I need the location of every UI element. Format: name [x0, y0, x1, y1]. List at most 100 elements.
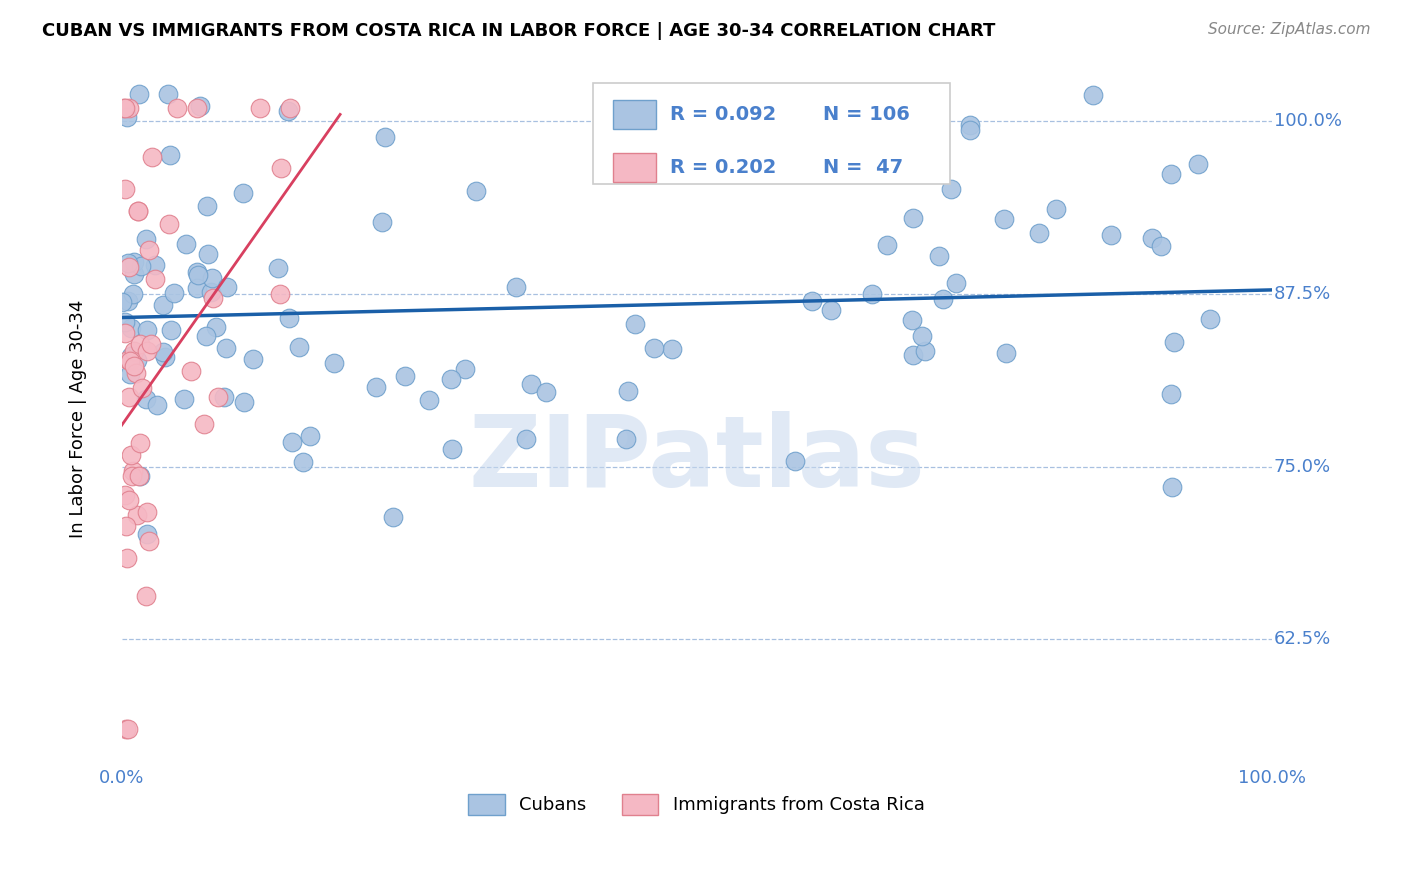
- Point: [135, 344, 157, 359]
- Point: [993, 211, 1015, 226]
- Point: [120, 349, 142, 363]
- Point: [616, 384, 638, 398]
- FancyBboxPatch shape: [613, 153, 657, 182]
- Point: [114, 181, 136, 195]
- Text: ZIPatlas: ZIPatlas: [468, 411, 925, 508]
- Point: [188, 99, 211, 113]
- Point: [418, 393, 440, 408]
- Point: [118, 101, 141, 115]
- Point: [299, 428, 322, 442]
- Point: [173, 392, 195, 407]
- Point: [152, 344, 174, 359]
- Point: [156, 87, 179, 101]
- Point: [901, 312, 924, 326]
- Point: [122, 255, 145, 269]
- Point: [931, 293, 953, 307]
- Point: [129, 336, 152, 351]
- Point: [186, 280, 208, 294]
- Point: [278, 311, 301, 326]
- Point: [267, 261, 290, 276]
- Point: [200, 285, 222, 299]
- Point: [201, 292, 224, 306]
- Text: N = 106: N = 106: [823, 105, 910, 124]
- Point: [139, 337, 162, 351]
- Text: 62.5%: 62.5%: [1274, 631, 1331, 648]
- Point: [515, 432, 537, 446]
- Point: [876, 238, 898, 252]
- Point: [945, 276, 967, 290]
- Point: [624, 318, 647, 332]
- Point: [800, 293, 823, 308]
- Point: [614, 432, 637, 446]
- Point: [138, 534, 160, 549]
- Point: [176, 236, 198, 251]
- Point: [911, 329, 934, 343]
- Point: [1163, 335, 1185, 350]
- Point: [280, 434, 302, 449]
- Point: [371, 215, 394, 229]
- Point: [166, 101, 188, 115]
- Point: [128, 87, 150, 101]
- Point: [465, 184, 488, 198]
- Point: [596, 111, 619, 125]
- Point: [661, 343, 683, 357]
- Point: [187, 268, 209, 282]
- FancyBboxPatch shape: [613, 100, 657, 129]
- Point: [825, 128, 848, 143]
- Point: [125, 366, 148, 380]
- Point: [122, 344, 145, 359]
- Point: [115, 551, 138, 566]
- Point: [820, 302, 842, 317]
- Point: [146, 398, 169, 412]
- Point: [112, 101, 135, 115]
- Point: [120, 448, 142, 462]
- Point: [249, 101, 271, 115]
- Point: [201, 270, 224, 285]
- Point: [114, 723, 136, 737]
- Point: [114, 519, 136, 533]
- Point: [159, 218, 181, 232]
- Point: [122, 464, 145, 478]
- Text: Source: ZipAtlas.com: Source: ZipAtlas.com: [1208, 22, 1371, 37]
- Point: [186, 101, 208, 115]
- Text: CUBAN VS IMMIGRANTS FROM COSTA RICA IN LABOR FORCE | AGE 30-34 CORRELATION CHART: CUBAN VS IMMIGRANTS FROM COSTA RICA IN L…: [42, 22, 995, 40]
- Point: [114, 315, 136, 329]
- Point: [205, 320, 228, 334]
- Point: [214, 390, 236, 404]
- Point: [195, 329, 218, 343]
- Point: [118, 493, 141, 508]
- Point: [215, 341, 238, 355]
- Point: [382, 510, 405, 524]
- Point: [374, 130, 396, 145]
- Point: [128, 203, 150, 218]
- Point: [186, 264, 208, 278]
- Point: [536, 384, 558, 399]
- Point: [505, 280, 527, 294]
- Point: [1099, 227, 1122, 242]
- Text: N =  47: N = 47: [823, 158, 903, 177]
- Point: [519, 377, 541, 392]
- Point: [114, 326, 136, 340]
- Point: [128, 469, 150, 483]
- Point: [441, 442, 464, 456]
- Point: [215, 280, 238, 294]
- Point: [193, 417, 215, 431]
- Point: [278, 101, 301, 115]
- Point: [153, 350, 176, 364]
- Point: [1160, 387, 1182, 401]
- Point: [270, 161, 292, 175]
- Point: [120, 321, 142, 335]
- Point: [197, 246, 219, 260]
- Text: 75.0%: 75.0%: [1274, 458, 1331, 475]
- Point: [136, 323, 159, 337]
- Point: [122, 359, 145, 373]
- Point: [127, 508, 149, 523]
- Point: [292, 455, 315, 469]
- Point: [117, 294, 139, 309]
- Point: [394, 368, 416, 383]
- Point: [197, 198, 219, 212]
- Text: R = 0.202: R = 0.202: [671, 158, 776, 177]
- Point: [1028, 227, 1050, 241]
- Point: [1161, 479, 1184, 493]
- Point: [1198, 312, 1220, 326]
